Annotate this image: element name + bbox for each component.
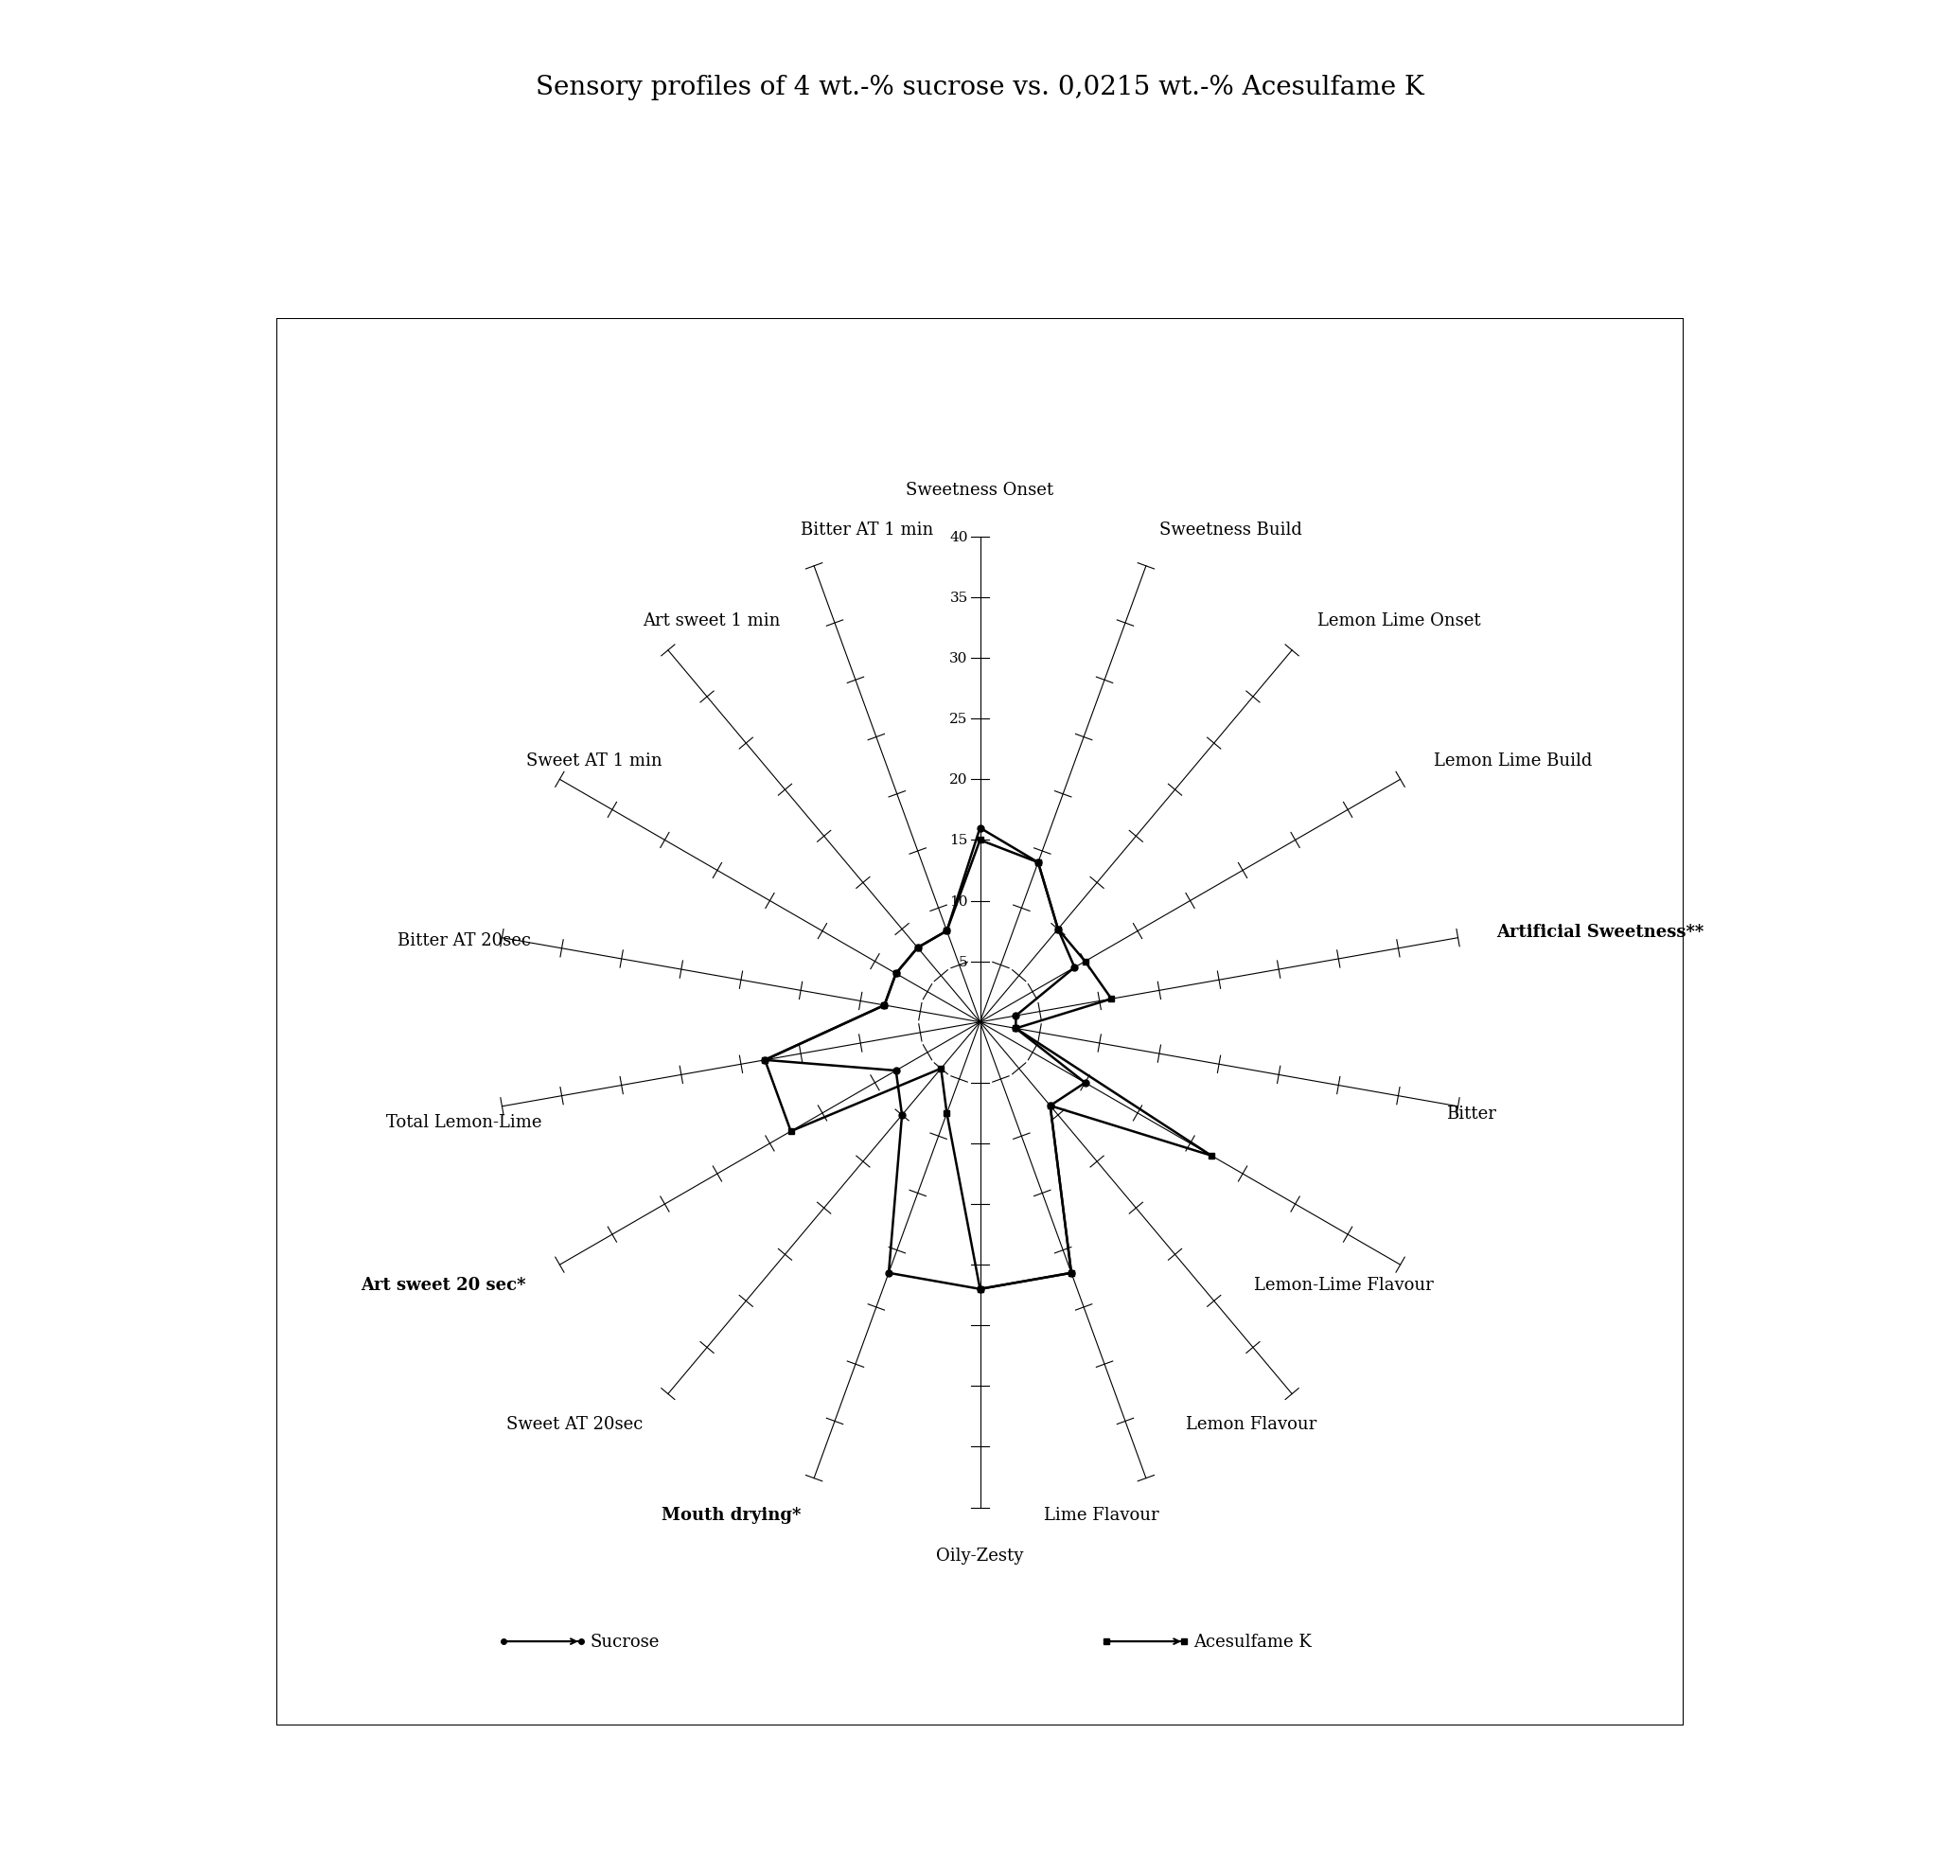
Text: Artificial Sweetness**: Artificial Sweetness**: [1495, 923, 1703, 940]
Text: Bitter AT 1 min: Bitter AT 1 min: [802, 522, 933, 538]
Text: Lemon Lime Onset: Lemon Lime Onset: [1317, 612, 1480, 630]
Text: Art sweet 20 sec*: Art sweet 20 sec*: [361, 1276, 525, 1293]
Text: Art sweet 1 min: Art sweet 1 min: [643, 612, 780, 630]
Text: Mouth drying*: Mouth drying*: [661, 1506, 802, 1523]
Text: Lemon Lime Build: Lemon Lime Build: [1435, 752, 1592, 769]
Text: Sweet AT 20sec: Sweet AT 20sec: [506, 1415, 643, 1433]
Text: 10: 10: [949, 895, 968, 908]
Text: 30: 30: [949, 653, 968, 666]
Text: 20: 20: [949, 773, 968, 786]
Text: Sweetness Build: Sweetness Build: [1158, 522, 1301, 538]
Text: Sweetness Onset: Sweetness Onset: [906, 482, 1054, 499]
Text: Sweet AT 1 min: Sweet AT 1 min: [525, 752, 662, 769]
Text: Bitter: Bitter: [1446, 1105, 1495, 1122]
Text: 25: 25: [949, 713, 968, 726]
Text: Sucrose: Sucrose: [590, 1632, 661, 1651]
Text: 35: 35: [951, 591, 968, 604]
Text: 5: 5: [958, 955, 968, 968]
Text: Lime Flavour: Lime Flavour: [1045, 1506, 1158, 1523]
Text: Total Lemon-Lime: Total Lemon-Lime: [386, 1114, 541, 1131]
Text: 15: 15: [949, 833, 968, 848]
Text: Lemon-Lime Flavour: Lemon-Lime Flavour: [1254, 1276, 1435, 1293]
Text: Sensory profiles of 4 wt.-% sucrose vs. 0,0215 wt.-% Acesulfame K: Sensory profiles of 4 wt.-% sucrose vs. …: [535, 75, 1425, 101]
Text: Acesulfame K: Acesulfame K: [1194, 1632, 1311, 1651]
Text: Lemon Flavour: Lemon Flavour: [1186, 1415, 1317, 1433]
Text: Oily-Zesty: Oily-Zesty: [937, 1546, 1023, 1563]
Text: 40: 40: [949, 531, 968, 544]
Text: Bitter AT 20sec: Bitter AT 20sec: [398, 930, 531, 949]
